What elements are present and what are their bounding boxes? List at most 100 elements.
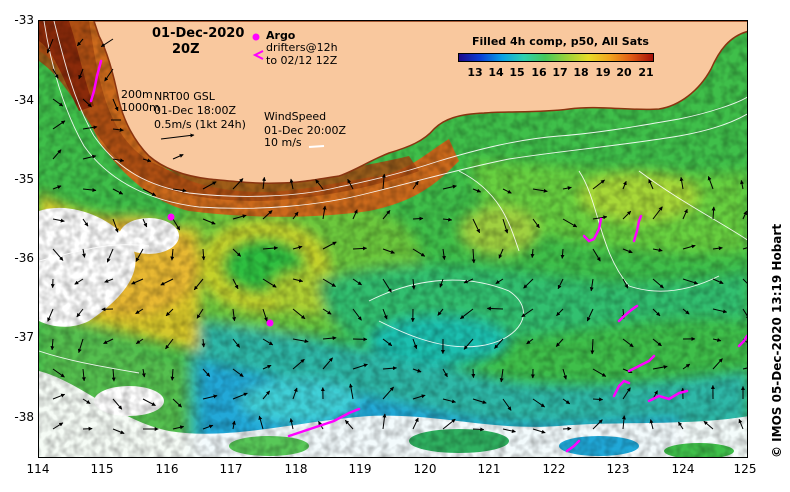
current-arrow	[262, 278, 277, 288]
current-arrow	[562, 218, 578, 228]
current-arrow	[172, 188, 187, 193]
current-arrow	[652, 338, 662, 347]
current-arrow	[262, 364, 272, 370]
current-arrow	[202, 181, 217, 190]
current-arrow	[52, 185, 62, 190]
current-arrow	[352, 246, 367, 251]
current-arrow	[486, 306, 504, 311]
current-arrow	[100, 38, 114, 48]
colorbar-tick: 18	[573, 66, 589, 79]
current-arrow	[82, 154, 97, 160]
lat-tick: -33	[14, 13, 34, 27]
current-arrow	[258, 415, 264, 430]
lon-tick: 121	[477, 462, 501, 476]
colorbar-tick: 21	[638, 66, 654, 79]
current-arrow	[592, 179, 605, 190]
current-arrow	[742, 210, 747, 220]
current-arrow	[82, 98, 92, 108]
current-arrow	[202, 218, 216, 225]
current-arrow	[555, 338, 564, 347]
current-arrow	[562, 186, 572, 191]
current-arrow	[463, 278, 474, 284]
imos-credit: © IMOS 05-Dec-2020 13:19 Hobart	[770, 223, 784, 458]
current-arrow	[196, 308, 204, 319]
current-arrow	[412, 417, 419, 430]
current-arrow	[472, 427, 485, 432]
current-arrow	[322, 205, 327, 220]
current-arrow	[562, 368, 567, 380]
current-arrow	[412, 180, 419, 190]
current-arrow	[532, 218, 540, 229]
current-arrow	[165, 308, 174, 317]
current-arrow	[712, 338, 722, 342]
current-arrow	[82, 188, 97, 193]
drifter-legend-label: drifters@12h	[266, 41, 338, 54]
current-arrow	[649, 419, 654, 430]
current-arrow	[412, 216, 424, 221]
current-arrow	[262, 338, 274, 346]
current-arrow	[292, 338, 309, 344]
current-arrow	[652, 248, 663, 253]
current-arrow	[502, 428, 516, 433]
current-arrow	[262, 308, 268, 322]
current-arrow	[412, 248, 426, 257]
current-arrow	[442, 368, 448, 378]
lat-tick: -38	[14, 410, 34, 424]
lon-tick: 125	[733, 462, 757, 476]
wind-speed-label: 10 m/s	[264, 136, 302, 149]
colorbar	[458, 53, 654, 62]
current-arrow	[202, 368, 211, 377]
colorbar-tick: 20	[616, 66, 632, 79]
current-arrow	[112, 127, 124, 132]
current-arrow	[142, 218, 148, 228]
current-arrow	[262, 210, 273, 220]
current-arrow	[382, 386, 394, 400]
lon-tick: 123	[606, 462, 630, 476]
current-arrow	[78, 68, 84, 80]
colorbar-tick: 14	[488, 66, 504, 79]
current-arrow	[142, 158, 152, 163]
current-arrow	[622, 248, 633, 254]
current-arrow	[81, 248, 86, 258]
current-arrow	[652, 206, 663, 220]
current-arrow	[112, 188, 124, 195]
current-arrow	[471, 248, 476, 264]
colorbar-tick: 15	[509, 66, 525, 79]
lon-tick: 122	[542, 462, 566, 476]
current-arrow	[738, 418, 744, 430]
current-arrow	[442, 418, 456, 430]
current-arrow	[499, 368, 504, 383]
current-arrow	[172, 398, 182, 408]
current-arrow	[52, 218, 65, 223]
current-arrow	[621, 415, 626, 430]
current-arrow	[382, 210, 391, 220]
lat-tick: -36	[14, 251, 34, 265]
current-arrow	[170, 368, 175, 381]
current-arrow	[172, 154, 184, 160]
current-arrow	[165, 338, 174, 350]
current-arrow	[412, 394, 426, 400]
current-arrow	[292, 387, 298, 400]
current-arrow	[232, 338, 241, 348]
current-arrow	[112, 98, 119, 112]
current-arrow	[104, 68, 114, 82]
current-arrow	[344, 419, 354, 430]
current-arrow	[439, 278, 444, 288]
current-arrow	[472, 188, 482, 193]
current-arrow	[292, 211, 299, 220]
current-arrow	[111, 368, 116, 382]
current-arrow	[742, 308, 747, 320]
current-arrow	[52, 98, 64, 107]
current-arrow	[135, 338, 144, 345]
current-arrow	[112, 398, 123, 410]
current-arrow	[232, 214, 247, 220]
current-arrow	[322, 336, 337, 341]
current-arrow	[677, 421, 684, 430]
current-arrow	[232, 248, 242, 257]
current-arrow	[172, 425, 185, 430]
current-arrow	[261, 176, 266, 190]
current-arrow	[52, 68, 59, 79]
current-arrow	[76, 38, 84, 47]
current-arrow	[557, 278, 564, 290]
current-arrow	[703, 420, 714, 430]
